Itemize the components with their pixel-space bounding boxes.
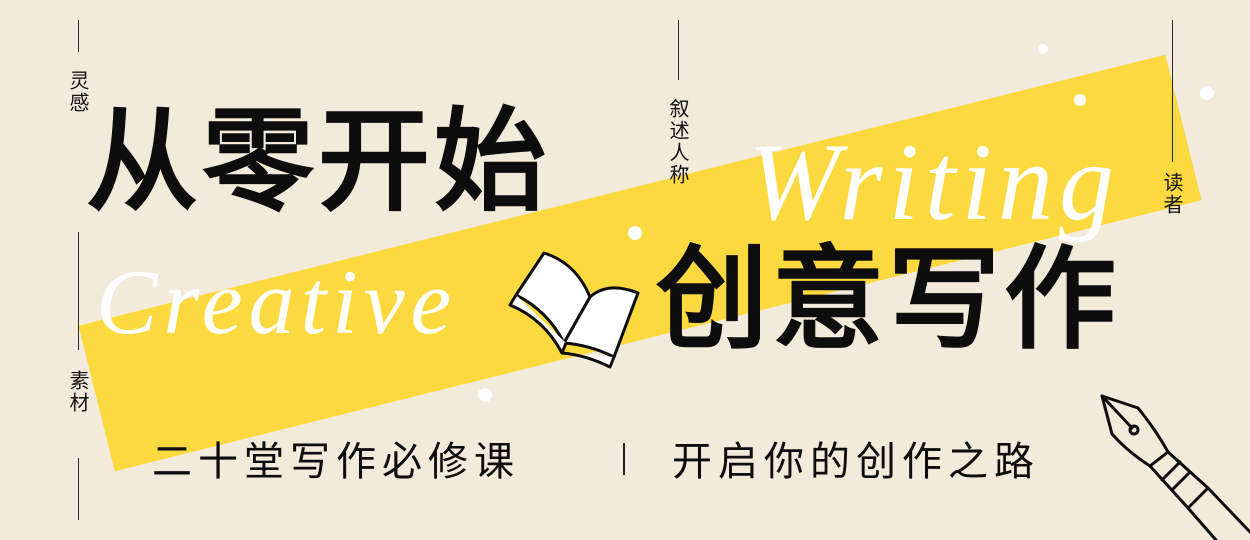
- side-word-inspiration: 灵感: [66, 70, 90, 114]
- title-line-2: 创意写作: [656, 234, 1120, 365]
- divider-line-top-right: [1172, 20, 1173, 162]
- tagline-start-journey: 开启你的创作之路: [672, 439, 1040, 485]
- side-word-reader: 读者: [1160, 172, 1184, 216]
- title-line-1: 从零开始: [86, 96, 550, 227]
- side-word-material: 素材: [66, 370, 90, 414]
- decor-dot: [628, 226, 642, 240]
- divider-line-left-middle: [78, 232, 79, 350]
- decor-dot: [478, 388, 492, 402]
- tagline-separator: [623, 443, 625, 475]
- tagline-course-count: 二十堂写作必修课: [152, 439, 520, 485]
- side-word-narrative-person: 叙述人称: [666, 98, 690, 186]
- decor-dot: [1200, 86, 1214, 100]
- decor-dot: [1038, 44, 1048, 54]
- script-word-creative: Creative: [96, 251, 458, 353]
- divider-line-top-left: [78, 20, 79, 52]
- open-book-icon: [508, 251, 640, 369]
- script-word-writing: Writing: [748, 121, 1121, 243]
- decor-dot: [1074, 94, 1086, 106]
- divider-line-top-center: [678, 20, 679, 80]
- divider-line-bottom-left: [78, 458, 79, 520]
- fountain-pen-icon: [1100, 394, 1250, 540]
